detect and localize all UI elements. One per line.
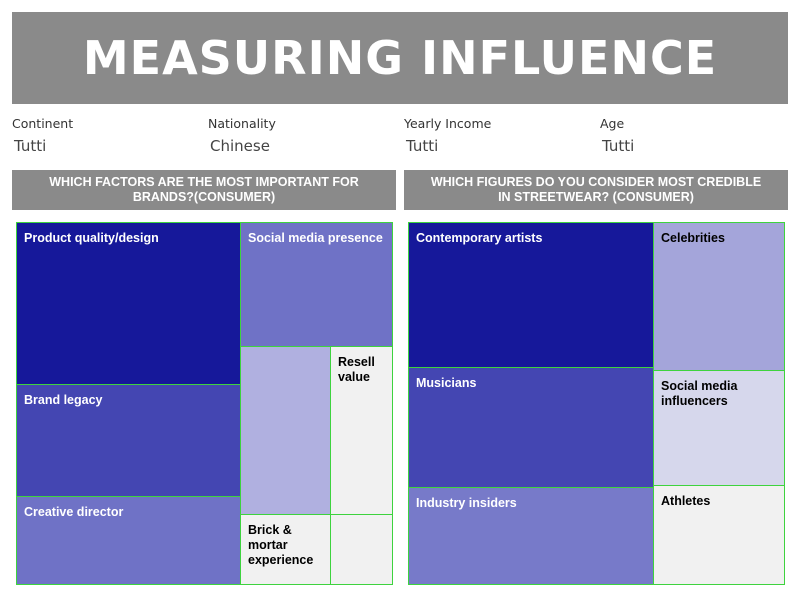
tile-social-media-influencers[interactable]: Social media influencers	[653, 370, 785, 486]
tile-creative-director-label: Creative director	[24, 505, 124, 519]
tile-industry-insiders-label: Industry insiders	[416, 496, 517, 510]
tile-contemporary-artists-label: Contemporary artists	[416, 231, 543, 245]
filter-nationality-value[interactable]: Chinese	[210, 137, 270, 155]
tile-product-quality-label: Product quality/design	[24, 231, 159, 245]
tile-musicians-label: Musicians	[416, 376, 477, 390]
filter-nationality-label: Nationality	[208, 116, 276, 131]
tile-unlabeled-small[interactable]	[330, 514, 393, 585]
filter-age-label: Age	[600, 116, 625, 131]
dashboard-title: MEASURING INFLUENCE	[12, 12, 788, 104]
left-panel-title: WHICH FACTORS ARE THE MOST IMPORTANT FOR…	[12, 170, 396, 210]
right-panel-title: WHICH FIGURES DO YOU CONSIDER MOST CREDI…	[404, 170, 788, 210]
tile-contemporary-artists[interactable]: Contemporary artists	[408, 222, 654, 368]
tile-resell-value-label: Resell value	[338, 355, 375, 384]
tile-athletes[interactable]: Athletes	[653, 485, 785, 585]
tile-creative-director[interactable]: Creative director	[16, 496, 241, 585]
filter-age-value[interactable]: Tutti	[602, 137, 635, 155]
tile-brick-mortar-label: Brick & mortar experience	[248, 523, 314, 567]
filter-age[interactable]: Age Tutti	[600, 116, 790, 155]
tile-musicians[interactable]: Musicians	[408, 367, 654, 488]
tile-social-media-presence[interactable]: Social media presence	[240, 222, 393, 347]
tile-product-quality[interactable]: Product quality/design	[16, 222, 241, 385]
tile-social-media-influencers-label: Social media influencers	[661, 379, 738, 408]
tile-brand-legacy[interactable]: Brand legacy	[16, 384, 241, 497]
tile-resell-value[interactable]: Resell value	[330, 346, 393, 515]
filter-continent[interactable]: Continent Tutti	[12, 116, 202, 155]
tile-unlabeled-factor[interactable]	[240, 346, 331, 515]
tile-celebrities[interactable]: Celebrities	[653, 222, 785, 371]
factors-treemap: Product quality/design Social media pres…	[16, 222, 393, 585]
tile-industry-insiders[interactable]: Industry insiders	[408, 487, 654, 585]
filter-nationality[interactable]: Nationality Chinese	[208, 116, 398, 155]
filter-yearly-income[interactable]: Yearly Income Tutti	[404, 116, 594, 155]
tile-social-media-presence-label: Social media presence	[248, 231, 383, 245]
filter-continent-value[interactable]: Tutti	[14, 137, 47, 155]
filter-yearly-income-value[interactable]: Tutti	[406, 137, 439, 155]
tile-brick-mortar[interactable]: Brick & mortar experience	[240, 514, 331, 585]
figures-treemap: Contemporary artists Celebrities Musicia…	[408, 222, 785, 585]
filter-continent-label: Continent	[12, 116, 74, 131]
filter-yearly-income-label: Yearly Income	[404, 116, 492, 131]
tile-athletes-label: Athletes	[661, 494, 711, 508]
tile-brand-legacy-label: Brand legacy	[24, 393, 103, 407]
tile-celebrities-label: Celebrities	[661, 231, 725, 245]
